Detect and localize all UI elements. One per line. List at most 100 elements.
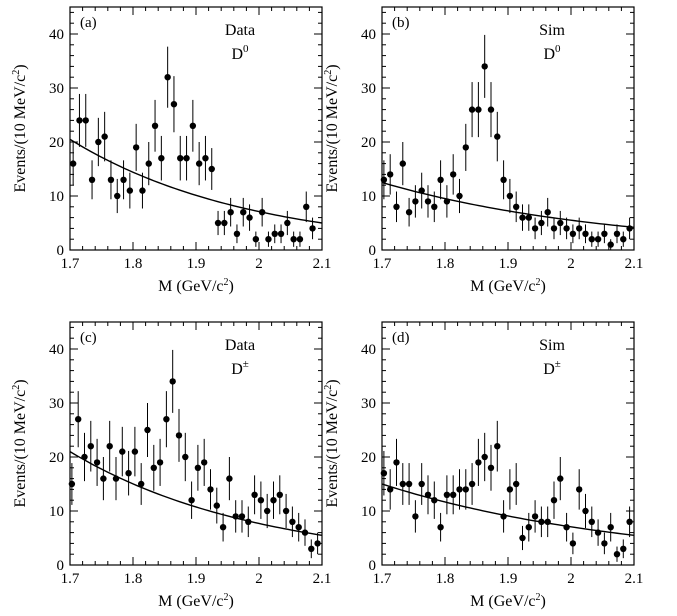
data-point — [183, 155, 190, 162]
y-tick-label: 10 — [361, 504, 376, 520]
x-tick-label: 2.1 — [625, 571, 644, 587]
annotation-sample: Sim — [539, 22, 565, 39]
data-point — [303, 203, 310, 210]
data-point — [525, 524, 532, 531]
data-point — [626, 518, 633, 525]
data-point — [550, 497, 558, 504]
data-point — [227, 209, 234, 216]
data-point — [563, 524, 570, 531]
data-point — [74, 416, 82, 423]
data-point — [208, 165, 215, 173]
data-point — [100, 475, 107, 482]
data-point — [276, 491, 283, 498]
x-axis-label: M (GeV/c2) — [158, 277, 234, 295]
data-point — [494, 133, 501, 140]
y-tick-label: 0 — [369, 243, 377, 259]
x-tick-label: 1.8 — [436, 256, 455, 272]
panel-b: 1.7 1.8 1.9 2 2.1 0 10 20 30 40 M (GeV/c2) Events/(… — [323, 6, 644, 295]
data-point — [88, 176, 96, 183]
x-tick-label: 1.7 — [373, 256, 392, 272]
data-point — [607, 524, 614, 531]
data-point — [449, 171, 457, 178]
panel-label: (d) — [392, 330, 410, 346]
data-point — [188, 497, 195, 504]
data-point — [569, 230, 577, 237]
data-point — [164, 74, 171, 81]
data-point — [257, 497, 265, 504]
y-tick-label: 20 — [361, 450, 376, 466]
data-point — [238, 513, 246, 520]
data-point — [219, 524, 227, 531]
y-tick-label: 30 — [49, 81, 64, 97]
data-point — [106, 443, 113, 450]
annotation-particle: D± — [231, 358, 249, 378]
x-tick-label: 1.8 — [436, 571, 455, 587]
panel-label: (a) — [80, 15, 97, 31]
data-point — [296, 236, 304, 243]
data-point — [412, 198, 419, 205]
data-point — [468, 480, 476, 488]
data-point — [481, 453, 488, 461]
data-point — [226, 475, 233, 482]
data-point — [175, 432, 183, 439]
data-point — [405, 480, 413, 488]
data-point — [487, 464, 495, 471]
annotation-particle: D0 — [543, 43, 561, 63]
data-point — [284, 219, 291, 227]
data-point — [613, 230, 621, 237]
data-point — [380, 470, 388, 477]
data-point — [137, 480, 145, 488]
data-point — [131, 448, 139, 455]
data-point — [582, 507, 589, 515]
data-point — [87, 443, 94, 450]
x-tick-label: 2.1 — [625, 256, 644, 272]
data-point — [195, 160, 203, 167]
annotation-particle: D± — [543, 358, 561, 378]
annotation-sample: Sim — [539, 337, 565, 354]
data-point — [93, 459, 101, 466]
data-point — [139, 187, 146, 194]
data-point — [506, 486, 514, 493]
data-point — [594, 236, 602, 243]
data-point — [144, 426, 151, 434]
x-tick-label: 2.1 — [313, 256, 332, 272]
data-point — [538, 219, 545, 227]
data-point — [512, 203, 520, 210]
data-point — [557, 475, 564, 482]
data-point — [301, 529, 309, 536]
data-point — [290, 236, 297, 243]
x-tick-label: 2 — [255, 256, 263, 272]
data-point — [240, 209, 247, 216]
x-tick-label: 1.9 — [187, 256, 206, 272]
data-point — [544, 209, 551, 216]
data-point — [69, 160, 77, 167]
data-point — [519, 214, 526, 221]
x-tick-label: 1.9 — [499, 571, 518, 587]
data-point — [112, 475, 120, 482]
data-point — [95, 138, 102, 146]
data-point — [582, 230, 589, 237]
data-point — [150, 464, 157, 471]
data-point — [76, 117, 83, 124]
x-tick-label: 1.9 — [499, 256, 518, 272]
data-point — [151, 122, 159, 129]
data-point — [437, 524, 444, 531]
data-point — [431, 203, 438, 210]
data-point — [399, 160, 406, 167]
data-point — [386, 486, 394, 493]
fit-curve — [69, 138, 323, 224]
data-point — [101, 133, 108, 140]
data-point — [277, 230, 285, 237]
data-point — [462, 486, 469, 493]
fit-curve — [381, 181, 635, 229]
x-tick-label: 1.8 — [124, 256, 143, 272]
y-tick-label: 10 — [49, 189, 64, 205]
data-point — [156, 459, 164, 466]
y-tick-label: 40 — [361, 27, 376, 43]
annotation-particle: D0 — [231, 43, 249, 63]
data-point — [177, 155, 184, 162]
data-point — [594, 529, 602, 536]
data-point — [107, 176, 115, 183]
data-point — [68, 480, 76, 488]
